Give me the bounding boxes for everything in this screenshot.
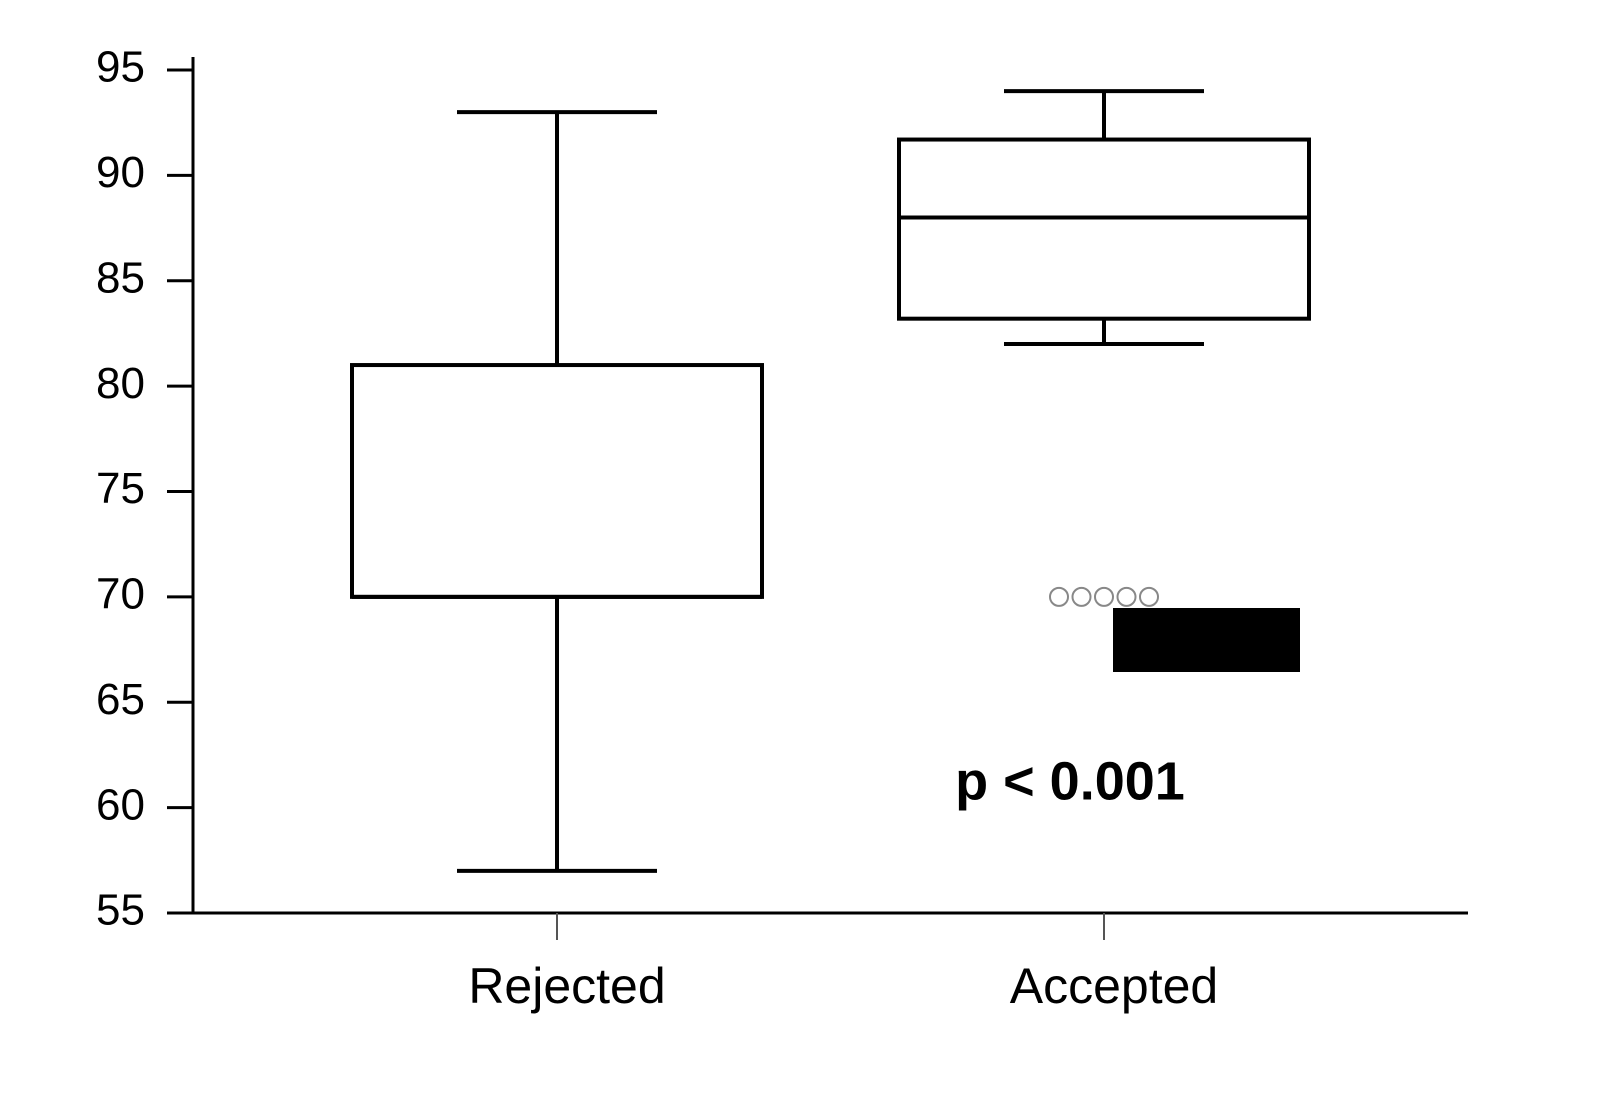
y-tick-label: 95 (96, 43, 145, 92)
box (350, 363, 764, 599)
y-tick-label: 85 (96, 253, 145, 302)
outlier (1049, 586, 1069, 607)
redaction (1113, 608, 1300, 672)
y-tick-label: 70 (96, 570, 145, 619)
y-tick-label: 65 (96, 675, 145, 724)
y-tick-label: 75 (96, 464, 145, 513)
outlier (1139, 586, 1159, 607)
y-tick-label: 90 (96, 148, 145, 197)
outlier (1094, 586, 1114, 607)
x-tick-label: Accepted (1010, 958, 1218, 1014)
outlier (1116, 586, 1137, 607)
annotation: p < 0.001 (955, 751, 1185, 811)
outlier (1071, 586, 1092, 607)
x-tick-label: Rejected (468, 958, 665, 1014)
box (897, 137, 1311, 321)
y-tick-label: 80 (96, 359, 145, 408)
y-tick-label: 55 (96, 886, 145, 935)
y-tick-label: 60 (96, 780, 145, 829)
